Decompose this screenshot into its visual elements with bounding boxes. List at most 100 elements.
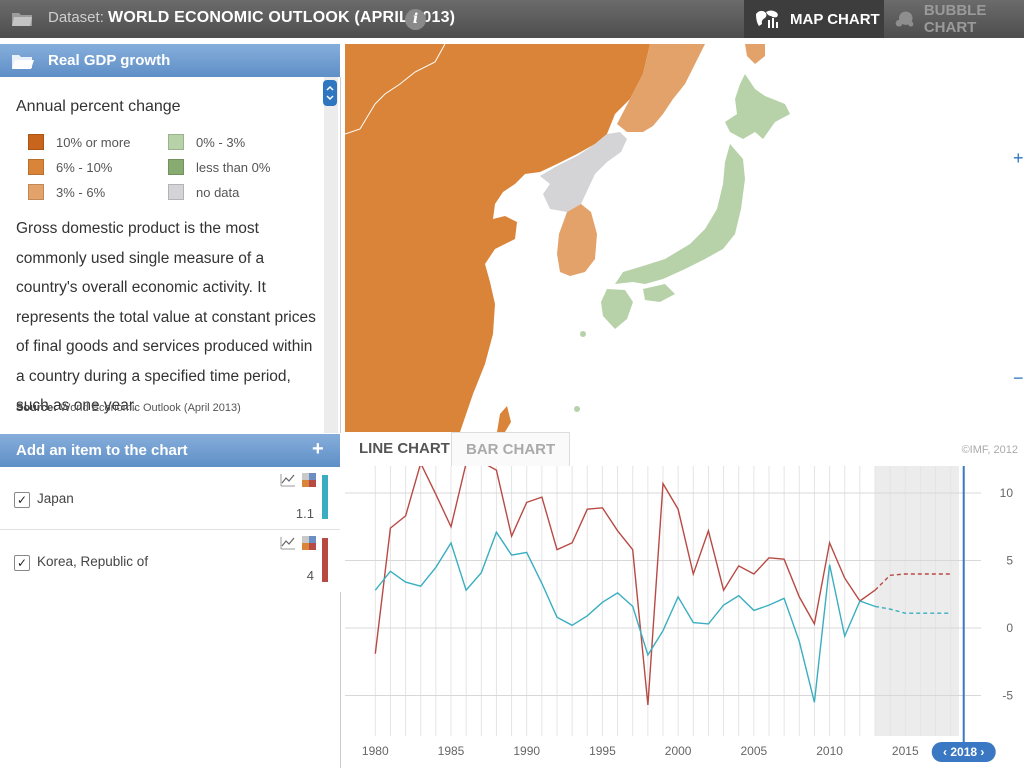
- indicator-description: Gross domestic product is the most commo…: [16, 220, 316, 414]
- legend-swatch: [28, 159, 44, 175]
- bubble-chart-label: BUBBLE CHART: [923, 2, 987, 36]
- item-name: Korea, Republic of: [37, 554, 149, 569]
- zoom-in-button[interactable]: +: [1013, 148, 1024, 168]
- map-chart-tab[interactable]: MAP CHART: [744, 0, 884, 38]
- dataset-label: Dataset:: [48, 9, 104, 26]
- y-tick-label: 5: [1006, 554, 1013, 568]
- y-tick-label: 0: [1006, 621, 1013, 635]
- source-line: Source: World Economic Outlook (April 20…: [16, 402, 241, 414]
- legend-item: 0% - 3%: [168, 134, 245, 150]
- east-asia-map[interactable]: [345, 44, 1024, 432]
- map-view[interactable]: [345, 44, 1024, 432]
- legend-item: 6% - 10%: [28, 159, 112, 175]
- series-line-japan[interactable]: [374, 530, 876, 703]
- country-japan-kyushu[interactable]: [601, 289, 633, 329]
- item-checkbox[interactable]: ✓: [14, 555, 30, 571]
- island: [574, 406, 580, 412]
- map-chart-icon: [756, 10, 778, 28]
- border-line: [345, 44, 446, 135]
- country-japan-hokkaido[interactable]: [725, 74, 790, 139]
- x-tick-label: 2010: [816, 744, 843, 758]
- country-china[interactable]: [345, 44, 650, 432]
- country-north-korea[interactable]: [540, 132, 627, 212]
- source-text: World Economic Outlook (April 2013): [60, 402, 241, 414]
- legend-swatch: [28, 184, 44, 200]
- indicator-title: Real GDP growth: [48, 52, 171, 69]
- chart-item-korea[interactable]: ✓ Korea, Republic of 4: [0, 530, 340, 593]
- legend-label: 6% - 10%: [56, 159, 113, 175]
- indicator-scroll-thumb[interactable]: [323, 80, 337, 106]
- bubble-chart-tab[interactable]: BUBBLE CHART: [884, 0, 1024, 38]
- x-tick-label: 2015: [892, 744, 919, 758]
- legend-label: 10% or more: [56, 134, 131, 150]
- x-tick-label: 1980: [362, 744, 389, 758]
- source-label: Source:: [16, 402, 57, 414]
- map-chart-label: MAP CHART: [790, 10, 880, 28]
- folder-open-icon: [12, 55, 34, 69]
- unit-label: Annual percent change: [16, 98, 181, 115]
- series-projection-japan[interactable]: [874, 605, 951, 614]
- zoom-out-button[interactable]: −: [1013, 368, 1024, 388]
- x-tick-label: 2005: [741, 744, 768, 758]
- legend-swatch: [168, 134, 184, 150]
- items-empty-area: [0, 592, 341, 768]
- chart-tabs: LINE CHART BAR CHART ©IMF, 2012: [345, 432, 1024, 466]
- tab-line-chart[interactable]: LINE CHART: [345, 432, 465, 465]
- x-tick-label: 1990: [513, 744, 540, 758]
- legend-item: less than 0%: [168, 159, 270, 175]
- color-swatch-icon[interactable]: [302, 473, 316, 487]
- item-value: 1.1: [295, 506, 314, 521]
- legend-label: 0% - 3%: [196, 134, 246, 150]
- item-icons: [280, 473, 316, 487]
- legend-swatch: [28, 134, 44, 150]
- country-taiwan[interactable]: [497, 406, 511, 432]
- add-item-header[interactable]: Add an item to the chart +: [0, 434, 340, 467]
- copyright: ©IMF, 2012: [961, 444, 1018, 456]
- series-color-bar: [322, 475, 328, 519]
- series-line-korea[interactable]: [374, 466, 876, 705]
- legend-item: 10% or more: [28, 134, 130, 150]
- bubble-chart-icon: [895, 11, 914, 27]
- island: [580, 331, 586, 337]
- dataset-selector[interactable]: Dataset: WORLD ECONOMIC OUTLOOK (APRIL 2…: [48, 9, 455, 27]
- y-tick-label: 10: [1000, 486, 1014, 500]
- item-checkbox[interactable]: ✓: [14, 492, 30, 508]
- item-value: 4: [306, 568, 314, 583]
- region-russia-far-east[interactable]: [745, 44, 765, 64]
- x-tick-label: 1985: [438, 744, 465, 758]
- add-item-plus-icon[interactable]: +: [312, 438, 324, 460]
- country-south-korea[interactable]: [557, 204, 597, 276]
- scroll-arrows-icon: [326, 85, 334, 101]
- y-tick-label: -5: [1002, 689, 1013, 703]
- item-name: Japan: [37, 491, 74, 506]
- country-japan-shikoku[interactable]: [643, 284, 675, 302]
- legend-item: 3% - 6%: [28, 184, 105, 200]
- indicator-header[interactable]: Real GDP growth: [0, 44, 340, 77]
- tab-bar-chart[interactable]: BAR CHART: [451, 432, 571, 466]
- country-japan-honshu[interactable]: [615, 144, 745, 284]
- chart-item-japan[interactable]: ✓ Japan 1.1: [0, 467, 340, 530]
- year-selector-pill[interactable]: [931, 742, 996, 762]
- color-swatch-icon[interactable]: [302, 536, 316, 550]
- legend-swatch: [168, 184, 184, 200]
- legend-label: 3% - 6%: [56, 184, 106, 200]
- legend-label: less than 0%: [196, 159, 271, 175]
- info-icon[interactable]: i: [405, 9, 426, 30]
- line-chart[interactable]: 10 5 0 -5 1980 1985 1990 1995 2000 2005 2010 2015 ‹ …: [345, 466, 1024, 768]
- folder-icon[interactable]: [12, 11, 32, 26]
- series-projection-korea[interactable]: [874, 573, 951, 591]
- item-icons: [280, 536, 316, 550]
- legend-label: no data: [196, 184, 240, 200]
- dataset-name: WORLD ECONOMIC OUTLOOK (APRIL 2013): [108, 9, 456, 26]
- line-chart-icon[interactable]: [280, 536, 296, 550]
- projection-shade: [875, 466, 959, 736]
- top-toolbar: Dataset: WORLD ECONOMIC OUTLOOK (APRIL 2…: [0, 0, 1024, 38]
- indicator-scrollbar[interactable]: [324, 77, 338, 433]
- year-selector-label[interactable]: ‹ 2018 ›: [943, 745, 984, 759]
- legend-item: no data: [168, 184, 239, 200]
- x-tick-label: 1995: [589, 744, 616, 758]
- line-chart-icon[interactable]: [280, 473, 296, 487]
- x-tick-label: 2000: [665, 744, 692, 758]
- series-color-bar: [322, 538, 328, 582]
- region-russia-east[interactable]: [617, 44, 705, 132]
